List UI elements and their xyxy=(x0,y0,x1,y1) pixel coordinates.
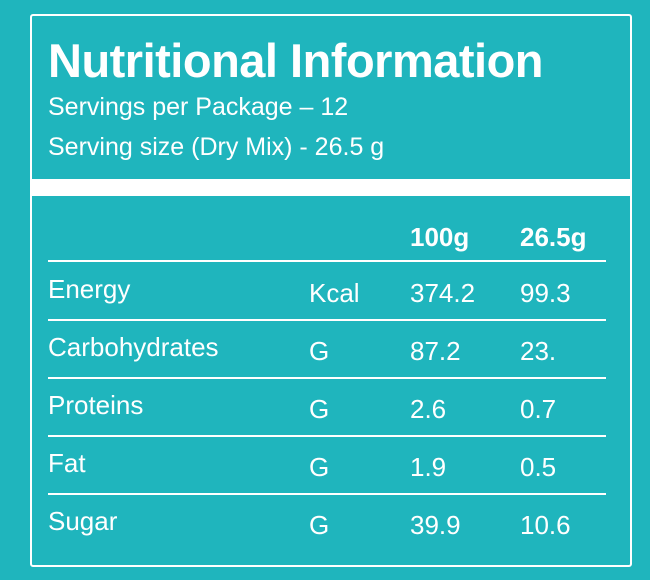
value-per-serving: 0.5 xyxy=(520,452,557,482)
value-per-100g: 1.9 xyxy=(410,452,447,482)
nutrient-unit: G xyxy=(309,510,330,540)
column-header-100g: 100g xyxy=(410,222,470,252)
row-divider xyxy=(48,435,606,437)
nutrient-name: Proteins xyxy=(48,390,144,420)
row-divider xyxy=(48,377,606,379)
column-header-serving: 26.5g xyxy=(520,222,587,252)
nutrient-unit: G xyxy=(309,336,330,366)
row-divider xyxy=(48,260,606,262)
value-per-100g: 2.6 xyxy=(410,394,447,424)
nutrient-name: Energy xyxy=(48,274,131,304)
value-per-serving: 99.3 xyxy=(520,278,571,308)
nutrient-unit: Kcal xyxy=(309,278,360,308)
row-divider xyxy=(48,493,606,495)
value-per-100g: 87.2 xyxy=(410,336,461,366)
row-divider xyxy=(48,319,606,321)
nutrient-unit: G xyxy=(309,394,330,424)
nutrient-unit: G xyxy=(309,452,330,482)
nutrient-name: Carbohydrates xyxy=(48,332,219,362)
value-per-serving: 0.7 xyxy=(520,394,557,424)
nutrition-panel xyxy=(30,14,632,567)
value-per-serving: 23. xyxy=(520,336,557,366)
value-per-serving: 10.6 xyxy=(520,510,571,540)
value-per-100g: 374.2 xyxy=(410,278,476,308)
servings-per-package: Servings per Package – 12 xyxy=(48,93,349,121)
nutrient-name: Fat xyxy=(48,448,86,478)
header-divider xyxy=(30,179,632,196)
serving-size: Serving size (Dry Mix) - 26.5 g xyxy=(48,133,385,161)
panel-title: Nutritional Information xyxy=(48,34,544,87)
nutrient-name: Sugar xyxy=(48,506,118,536)
value-per-100g: 39.9 xyxy=(410,510,461,540)
